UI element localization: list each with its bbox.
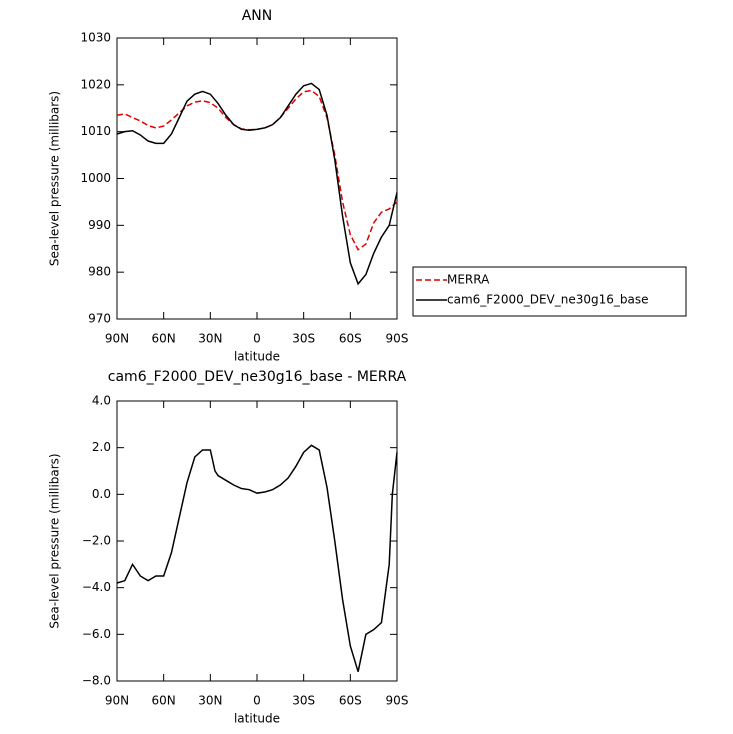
- y-tick-label: 1010: [80, 124, 111, 138]
- x-tick-label: 90S: [386, 332, 409, 346]
- y-tick-label: 2.0: [92, 440, 111, 454]
- y-tick-label: 990: [88, 218, 111, 232]
- y-tick-label: −6.0: [82, 627, 111, 641]
- y-tick-label: −8.0: [82, 674, 111, 688]
- line-series: [116, 444, 398, 672]
- x-tick-label: 0: [253, 694, 261, 708]
- x-tick-label: 30N: [198, 332, 222, 346]
- y-tick-label: 1030: [80, 31, 111, 45]
- x-tick-label: 90S: [386, 694, 409, 708]
- line-series: [116, 82, 398, 286]
- x-tick-label: 60S: [339, 694, 362, 708]
- y-tick-label: −4.0: [82, 580, 111, 594]
- x-tick-label: 30S: [292, 332, 315, 346]
- legend-label: cam6_F2000_DEV_ne30g16_base: [447, 293, 649, 307]
- chart-title: ANN: [242, 8, 273, 24]
- legend-label: MERRA: [447, 273, 490, 287]
- x-tick-label: 30N: [198, 694, 222, 708]
- y-tick-label: 1000: [80, 171, 111, 185]
- y-tick-label: 4.0: [92, 394, 111, 408]
- x-tick-label: 60S: [339, 332, 362, 346]
- legend-box: [412, 266, 687, 317]
- x-tick-label: 60N: [152, 694, 176, 708]
- chart-title: cam6_F2000_DEV_ne30g16_base - MERRA: [108, 369, 407, 385]
- y-tick-label: 1020: [80, 77, 111, 91]
- y-axis-label: Sea-level pressure (millibars): [48, 91, 62, 266]
- y-axis-label: Sea-level pressure (millibars): [48, 453, 62, 628]
- x-axis-label: latitude: [234, 712, 280, 726]
- y-tick-label: 980: [88, 265, 111, 279]
- x-tick-label: 60N: [152, 332, 176, 346]
- y-tick-label: −2.0: [82, 534, 111, 548]
- x-tick-label: 30S: [292, 694, 315, 708]
- line-series: [116, 89, 398, 251]
- x-axis-label: latitude: [234, 350, 280, 364]
- y-tick-label: 0.0: [92, 487, 111, 501]
- x-tick-label: 90N: [105, 694, 129, 708]
- y-tick-label: 970: [88, 312, 111, 326]
- plot-frame: [116, 400, 398, 682]
- x-tick-label: 0: [253, 332, 261, 346]
- x-tick-label: 90N: [105, 332, 129, 346]
